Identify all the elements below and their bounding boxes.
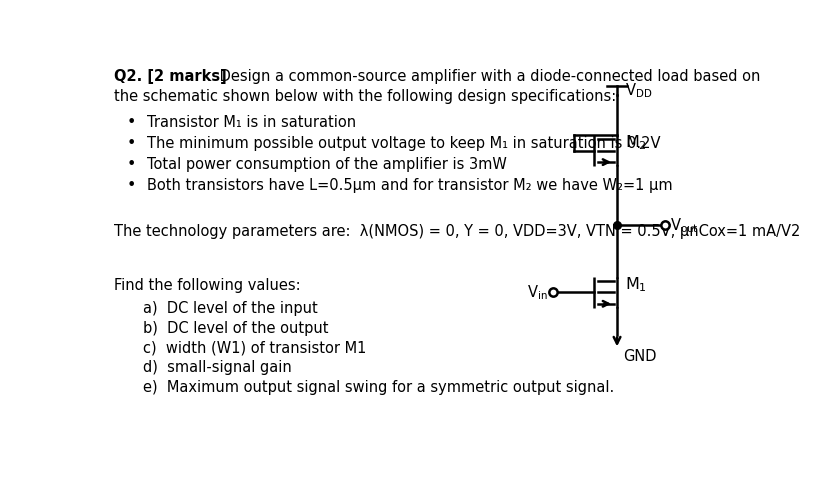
Text: The minimum possible output voltage to keep M₁ in saturation is 0.2V: The minimum possible output voltage to k… — [146, 136, 660, 151]
Text: a)  DC level of the input: a) DC level of the input — [143, 301, 318, 316]
Text: V$_{\mathregular{DD}}$: V$_{\mathregular{DD}}$ — [625, 81, 652, 100]
Text: GND: GND — [623, 349, 656, 364]
Text: •: • — [126, 115, 136, 130]
Text: V$_{\mathregular{out}}$: V$_{\mathregular{out}}$ — [670, 216, 699, 235]
Text: Design a common-source amplifier with a diode-connected load based on: Design a common-source amplifier with a … — [215, 69, 760, 84]
Text: V$_{\mathregular{in}}$: V$_{\mathregular{in}}$ — [527, 283, 548, 301]
Text: M$_{\mathregular{1}}$: M$_{\mathregular{1}}$ — [625, 275, 646, 294]
Text: Transistor M₁ is in saturation: Transistor M₁ is in saturation — [146, 115, 356, 130]
Text: Both transistors have L=0.5μm and for transistor M₂ we have W₂=1 μm: Both transistors have L=0.5μm and for tr… — [146, 178, 672, 193]
Text: Find the following values:: Find the following values: — [114, 278, 300, 293]
Text: •: • — [126, 136, 136, 151]
Text: •: • — [126, 178, 136, 193]
Text: Total power consumption of the amplifier is 3mW: Total power consumption of the amplifier… — [146, 157, 507, 172]
Text: •: • — [126, 157, 136, 172]
Text: b)  DC level of the output: b) DC level of the output — [143, 321, 329, 336]
Text: the schematic shown below with the following design specifications:: the schematic shown below with the follo… — [114, 89, 617, 104]
Text: Q2. [2 marks]: Q2. [2 marks] — [114, 69, 227, 84]
Text: e)  Maximum output signal swing for a symmetric output signal.: e) Maximum output signal swing for a sym… — [143, 380, 614, 395]
Text: M$_{\mathregular{2}}$: M$_{\mathregular{2}}$ — [625, 134, 646, 152]
Text: c)  width (W1) of transistor M1: c) width (W1) of transistor M1 — [143, 340, 366, 355]
Text: d)  small-signal gain: d) small-signal gain — [143, 360, 291, 375]
Text: The technology parameters are:  λ(NMOS) = 0, Y = 0, VDD=3V, VTN = 0.5V, μnCox=1 : The technology parameters are: λ(NMOS) =… — [114, 224, 800, 239]
